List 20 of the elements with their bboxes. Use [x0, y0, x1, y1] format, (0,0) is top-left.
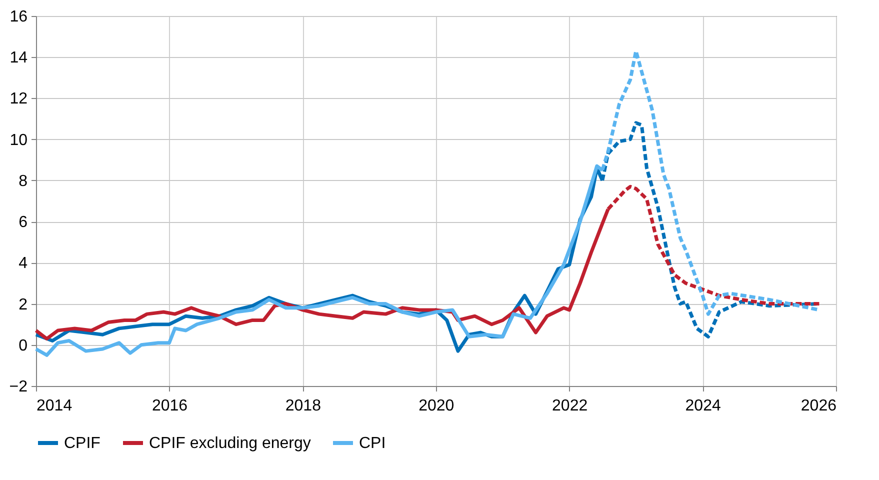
y-tick-label: 14: [10, 50, 28, 67]
y-tick-label: 0: [18, 337, 28, 354]
y-tick-label: 6: [18, 214, 28, 232]
y-tick-label: −2: [9, 378, 28, 396]
y-tick-label: 2: [18, 296, 28, 314]
x-tick-label: 2022: [552, 398, 588, 414]
y-tick-label: 16: [10, 8, 28, 26]
x-tick-label: 2014: [36, 398, 72, 414]
y-tick-label: 4: [18, 255, 28, 272]
x-tick-label: 2018: [285, 398, 322, 414]
legend-label: CPIF excluding energy: [149, 435, 311, 452]
x-tick-label: 2016: [152, 398, 188, 414]
legend-label: CPIF: [64, 435, 101, 452]
y-tick-label: 10: [10, 132, 28, 149]
x-tick-label: 2020: [418, 398, 454, 414]
y-tick-label: 12: [10, 90, 28, 108]
legend-label: CPI: [359, 435, 386, 452]
x-tick-label: 2026: [800, 398, 837, 414]
x-tick-label: 2024: [685, 398, 721, 414]
y-tick-label: 8: [18, 172, 28, 190]
